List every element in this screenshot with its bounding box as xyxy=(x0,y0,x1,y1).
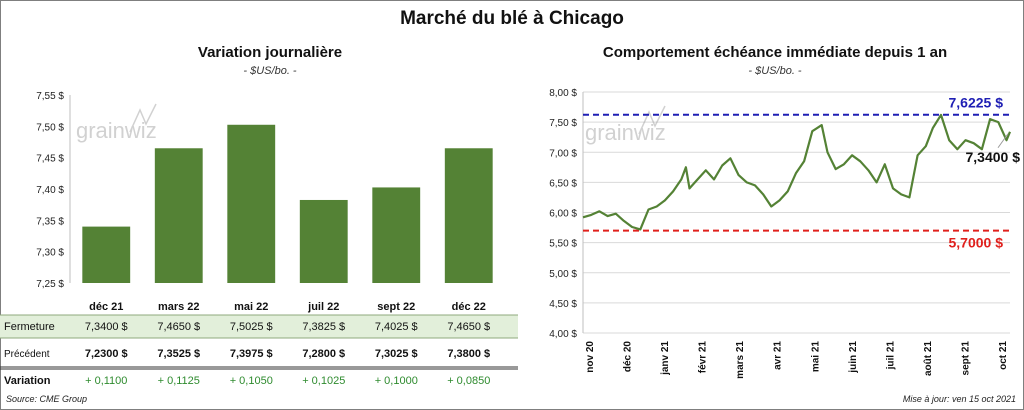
x-tick-label: juin 21 xyxy=(848,341,859,374)
y-tick-label: 7,00 $ xyxy=(549,148,577,159)
table-cell: 7,3825 $ xyxy=(302,321,345,333)
y-tick-label: 4,50 $ xyxy=(549,299,577,310)
x-tick-label: oct 21 xyxy=(998,341,1009,370)
last-value-label: 7,3400 $ xyxy=(966,149,1021,165)
high-value-label: 7,6225 $ xyxy=(949,95,1004,111)
bar xyxy=(154,148,203,283)
main-title: Marché du blé à Chicago xyxy=(400,8,624,29)
table-cell: 7,3025 $ xyxy=(375,348,418,360)
table-cell: + 0,1025 xyxy=(302,375,345,387)
table-cell: + 0,1100 xyxy=(85,375,127,387)
grainwiz-watermark: grainwiz xyxy=(585,105,666,145)
y-tick-label: 7,30 $ xyxy=(36,248,64,259)
table-cell: 7,3525 $ xyxy=(157,348,200,360)
table-cell: 7,4650 $ xyxy=(447,321,490,333)
y-tick-label: 6,50 $ xyxy=(549,178,577,189)
x-tick-label: déc 20 xyxy=(623,341,634,373)
x-tick-label: avr 21 xyxy=(773,341,784,370)
last-value-leader xyxy=(997,133,1009,149)
y-tick-label: 6,00 $ xyxy=(549,209,577,220)
table-row-label: Variation xyxy=(4,375,51,387)
y-tick-label: 7,40 $ xyxy=(36,185,64,196)
x-tick-label: nov 20 xyxy=(585,341,596,373)
y-tick-label: 7,35 $ xyxy=(36,216,64,227)
x-tick-label: janv 21 xyxy=(660,341,671,376)
bar xyxy=(372,187,421,283)
bar-chart: 7,25 $ 7,30 $ 7,35 $ 7,40 $ 7,45 $ 7,50 $ 7,55… xyxy=(0,91,518,387)
bar xyxy=(299,199,348,283)
x-tick-label: sept 21 xyxy=(960,341,971,376)
low-value-label: 5,7000 $ xyxy=(949,235,1004,251)
x-tick-label: juil 22 xyxy=(307,301,339,313)
table-cell: 7,2300 $ xyxy=(85,348,128,360)
price-series-line xyxy=(582,113,1012,231)
y-tick-label: 7,55 $ xyxy=(36,91,64,102)
y-tick-label: 7,25 $ xyxy=(36,279,64,290)
table-cell: + 0,1000 xyxy=(375,375,418,387)
y-tick-label: 7,45 $ xyxy=(36,154,64,165)
watermark-mark xyxy=(638,105,666,135)
table-cell: 7,5025 $ xyxy=(230,321,273,333)
source-note: Source: CME Group xyxy=(6,394,88,404)
table-cell: + 0,1050 xyxy=(230,375,273,387)
x-tick-label: mai 22 xyxy=(234,301,268,313)
x-tick-label: sept 22 xyxy=(377,301,415,313)
line-chart: 4,00 $ 4,50 $ 5,00 $ 5,50 $ 6,00 $ 6,50 $ 7,00… xyxy=(549,88,1021,379)
right-chart-unit: - $US/bo. - xyxy=(748,65,802,77)
y-tick-label: 7,50 $ xyxy=(36,122,64,133)
y-tick-label: 5,00 $ xyxy=(549,269,577,280)
bar xyxy=(82,226,131,283)
table-highlight-row xyxy=(0,315,518,338)
left-chart-unit: - $US/bo. - xyxy=(243,65,297,77)
y-tick-label: 4,00 $ xyxy=(549,329,577,340)
bar xyxy=(444,148,493,283)
table-cell: 7,3975 $ xyxy=(230,348,273,360)
x-tick-label: févr 21 xyxy=(698,341,709,374)
right-chart-title: Comportement échéance immédiate depuis 1… xyxy=(602,44,948,61)
table-cell: 7,2800 $ xyxy=(302,348,345,360)
table-cell: 7,3800 $ xyxy=(447,348,490,360)
y-tick-label: 8,00 $ xyxy=(549,88,577,99)
table-cell: 7,4650 $ xyxy=(157,321,200,333)
table-row-label: Précédent xyxy=(4,349,50,360)
watermark-text: grainwiz xyxy=(76,118,157,143)
table-cell: 7,3400 $ xyxy=(85,321,128,333)
x-tick-label: mars 21 xyxy=(735,341,746,379)
y-tick-label: 7,50 $ xyxy=(549,118,577,129)
x-tick-label: déc 22 xyxy=(452,301,486,313)
x-tick-label: juil 21 xyxy=(885,341,896,371)
update-note: Mise à jour: ven 15 oct 2021 xyxy=(902,394,1016,404)
bar xyxy=(227,124,276,284)
x-tick-label: mars 22 xyxy=(158,301,200,313)
table-row-label: Fermeture xyxy=(4,321,55,333)
watermark-text: grainwiz xyxy=(585,120,666,145)
table-cell: 7,4025 $ xyxy=(375,321,418,333)
table-cell: + 0,1125 xyxy=(158,375,200,387)
x-tick-label: mai 21 xyxy=(810,341,821,373)
y-tick-label: 5,50 $ xyxy=(549,239,577,250)
grainwiz-watermark: grainwiz xyxy=(76,103,157,143)
left-chart-title: Variation journalière xyxy=(197,44,343,61)
table-cell: + 0,0850 xyxy=(447,375,490,387)
x-tick-label: août 21 xyxy=(923,341,934,376)
x-tick-label: déc 21 xyxy=(89,301,123,313)
watermark-mark xyxy=(129,103,157,133)
